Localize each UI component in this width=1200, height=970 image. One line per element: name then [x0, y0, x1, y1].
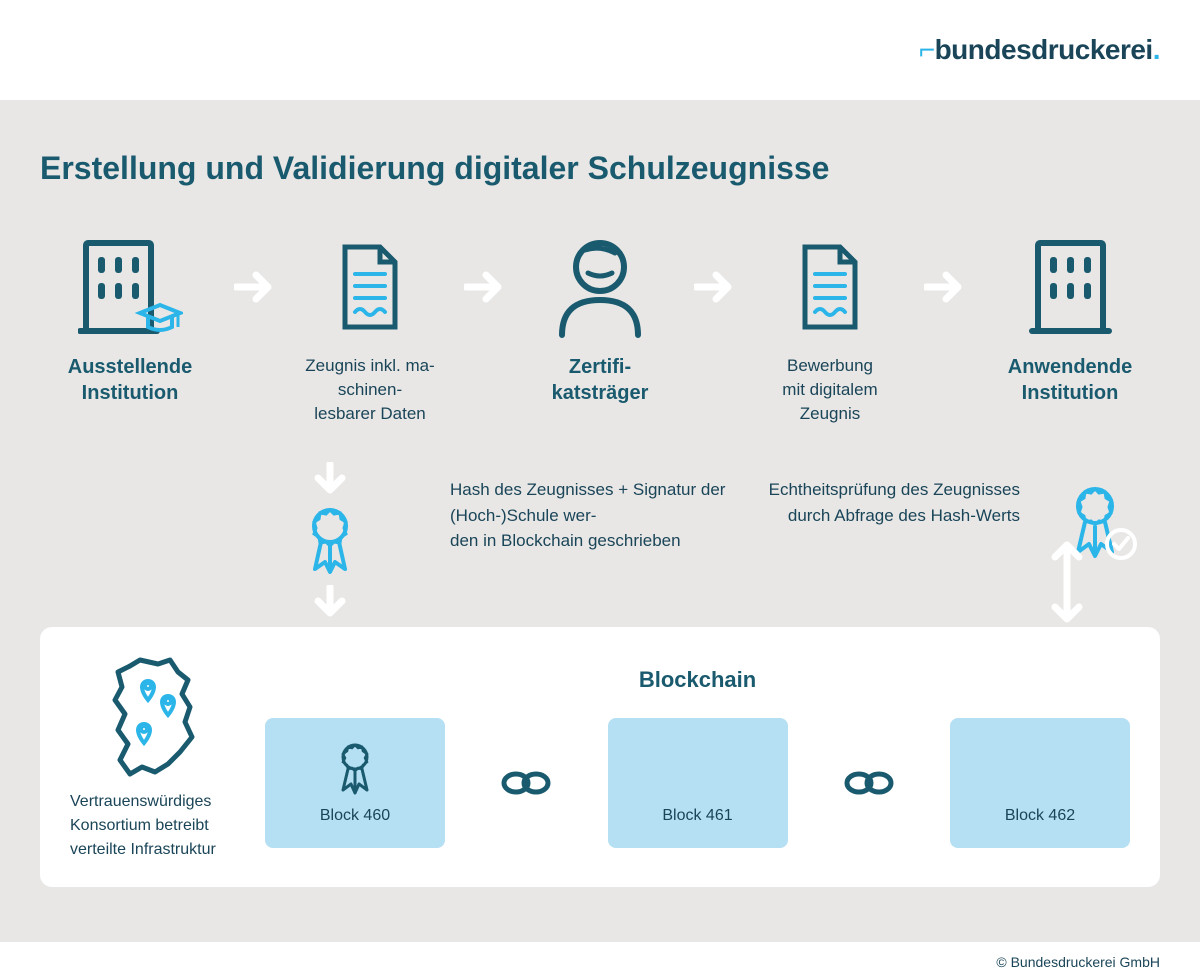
arrow-right-icon [464, 271, 506, 303]
blockchain-panel: Vertrauenswürdiges Konsortium betreibt v… [40, 627, 1160, 887]
block-label: Block 460 [320, 807, 390, 825]
building-grad-icon [78, 235, 183, 340]
issuing-institution: Ausstellende Institution [40, 232, 220, 406]
block-462: Block 462 [950, 718, 1130, 848]
document-icon [335, 242, 405, 332]
arrow-down-icon [314, 585, 346, 621]
main-diagram-panel: Erstellung und Validierung digitaler Sch… [0, 100, 1200, 942]
blocks-area: Blockchain Block 460 Block 461 [265, 667, 1130, 848]
arrow-right-icon [234, 271, 276, 303]
block-461: Block 461 [608, 718, 788, 848]
consortium-text: Vertrauenswürdiges Konsortium betreibt v… [70, 790, 240, 862]
blockchain-title: Blockchain [639, 667, 756, 693]
consortium-map: Vertrauenswürdiges Konsortium betreibt v… [70, 652, 240, 862]
diagram-title: Erstellung und Validierung digitaler Sch… [40, 150, 1160, 187]
person-icon [550, 235, 650, 340]
building-icon [1028, 235, 1113, 340]
verify-description: Echtheitsprüfung des Zeugnisses durch Ab… [730, 462, 1020, 528]
arrow-right-icon [924, 271, 966, 303]
logo-header: ⌐bundesdruckerei. [0, 0, 1200, 100]
receiving-label: Anwendende Institution [980, 354, 1160, 406]
copyright: © Bundesdruckerei GmbH [0, 942, 1200, 970]
logo: ⌐bundesdruckerei. [919, 34, 1160, 66]
block-460: Block 460 [265, 718, 445, 848]
application-document: Bewerbung mit digitalem Zeugnis [750, 232, 910, 425]
arrow-down-icon [314, 462, 346, 498]
cert-data-label: Zeugnis inkl. ma- schinen- lesbarer Date… [305, 354, 434, 425]
arrow-updown-icon [1049, 537, 1085, 627]
application-label: Bewerbung mit digitalem Zeugnis [782, 354, 877, 425]
hash-column [230, 462, 430, 621]
document-icon [795, 242, 865, 332]
ribbon-icon [303, 504, 358, 579]
ribbon-small-icon [334, 740, 376, 795]
block-label: Block 461 [662, 807, 732, 825]
block-label: Block 462 [1005, 807, 1075, 825]
certificate-holder: Zertifi- katsträger [520, 232, 680, 406]
chain-link-icon [501, 770, 551, 796]
mid-row: Hash des Zeugnisses + Signatur der (Hoch… [40, 462, 1160, 627]
germany-map-icon [100, 652, 210, 782]
receiving-institution: Anwendende Institution [980, 232, 1160, 406]
chain-link-icon [844, 770, 894, 796]
issuing-label: Ausstellende Institution [40, 354, 220, 406]
hash-description: Hash des Zeugnisses + Signatur der (Hoch… [450, 462, 730, 554]
certificate-document: Zeugnis inkl. ma- schinen- lesbarer Date… [290, 232, 450, 425]
holder-label: Zertifi- katsträger [552, 354, 649, 406]
arrow-right-icon [694, 271, 736, 303]
flow-row: Ausstellende Institution Zeugnis inkl. m… [40, 232, 1160, 462]
